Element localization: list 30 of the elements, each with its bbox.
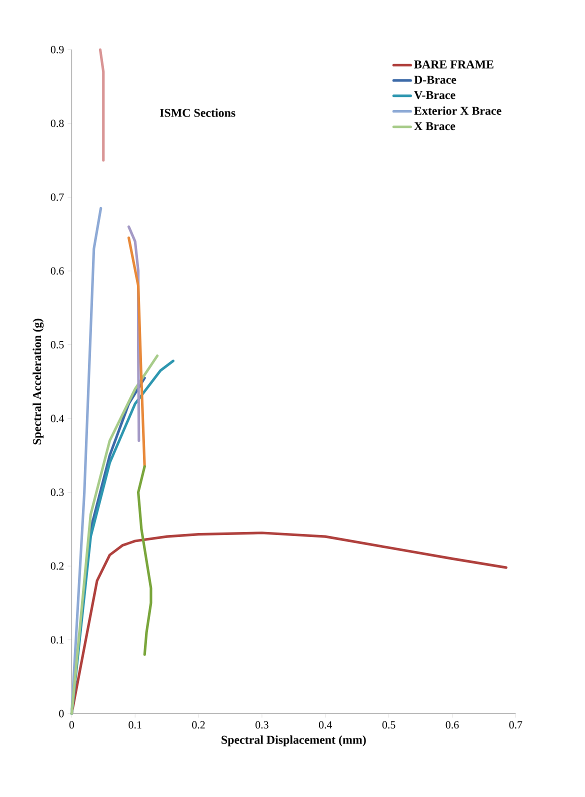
- annotation: ISMC Sections: [160, 108, 236, 117]
- x-tick-label: 0.4: [318, 721, 332, 729]
- x-tick-label: 0.2: [192, 721, 205, 729]
- x-tick-label: 0.1: [128, 721, 142, 729]
- y-tick-label: 0.2: [50, 562, 64, 570]
- legend-label: D-Brace: [414, 76, 456, 84]
- x-tick-label: 0.5: [382, 721, 396, 729]
- line-series: [127, 236, 146, 468]
- legend-label: Exterior X Brace: [414, 106, 502, 115]
- legend-label: X Brace: [414, 122, 456, 130]
- line-series: [70, 354, 159, 715]
- y-tick-label: 0.8: [50, 120, 64, 128]
- x-tick-label: 0.7: [509, 721, 522, 729]
- y-tick-label: 0.1: [50, 636, 64, 644]
- line-series: [136, 465, 152, 656]
- y-tick-label: 0.9: [50, 46, 64, 54]
- y-axis-title: Spectral Acceleration (g): [32, 318, 44, 444]
- line-series: [70, 532, 508, 715]
- x-tick-label: 0: [69, 721, 74, 729]
- x-tick-label: 0.3: [256, 721, 268, 729]
- legend-label: V-Brace: [414, 91, 456, 100]
- y-tick-label: 0.4: [50, 414, 64, 422]
- x-tick-label: 0.6: [446, 721, 459, 729]
- y-tick-label: 0.7: [50, 193, 64, 201]
- x-axis-title: Spectral Displacement (mm): [222, 735, 366, 746]
- y-tick-label: 0.6: [50, 267, 64, 275]
- y-tick-label: 0: [59, 710, 64, 718]
- legend-label: BARE FRAME: [414, 60, 494, 68]
- y-tick-label: 0.5: [50, 341, 64, 348]
- y-tick-label: 0.3: [50, 488, 64, 496]
